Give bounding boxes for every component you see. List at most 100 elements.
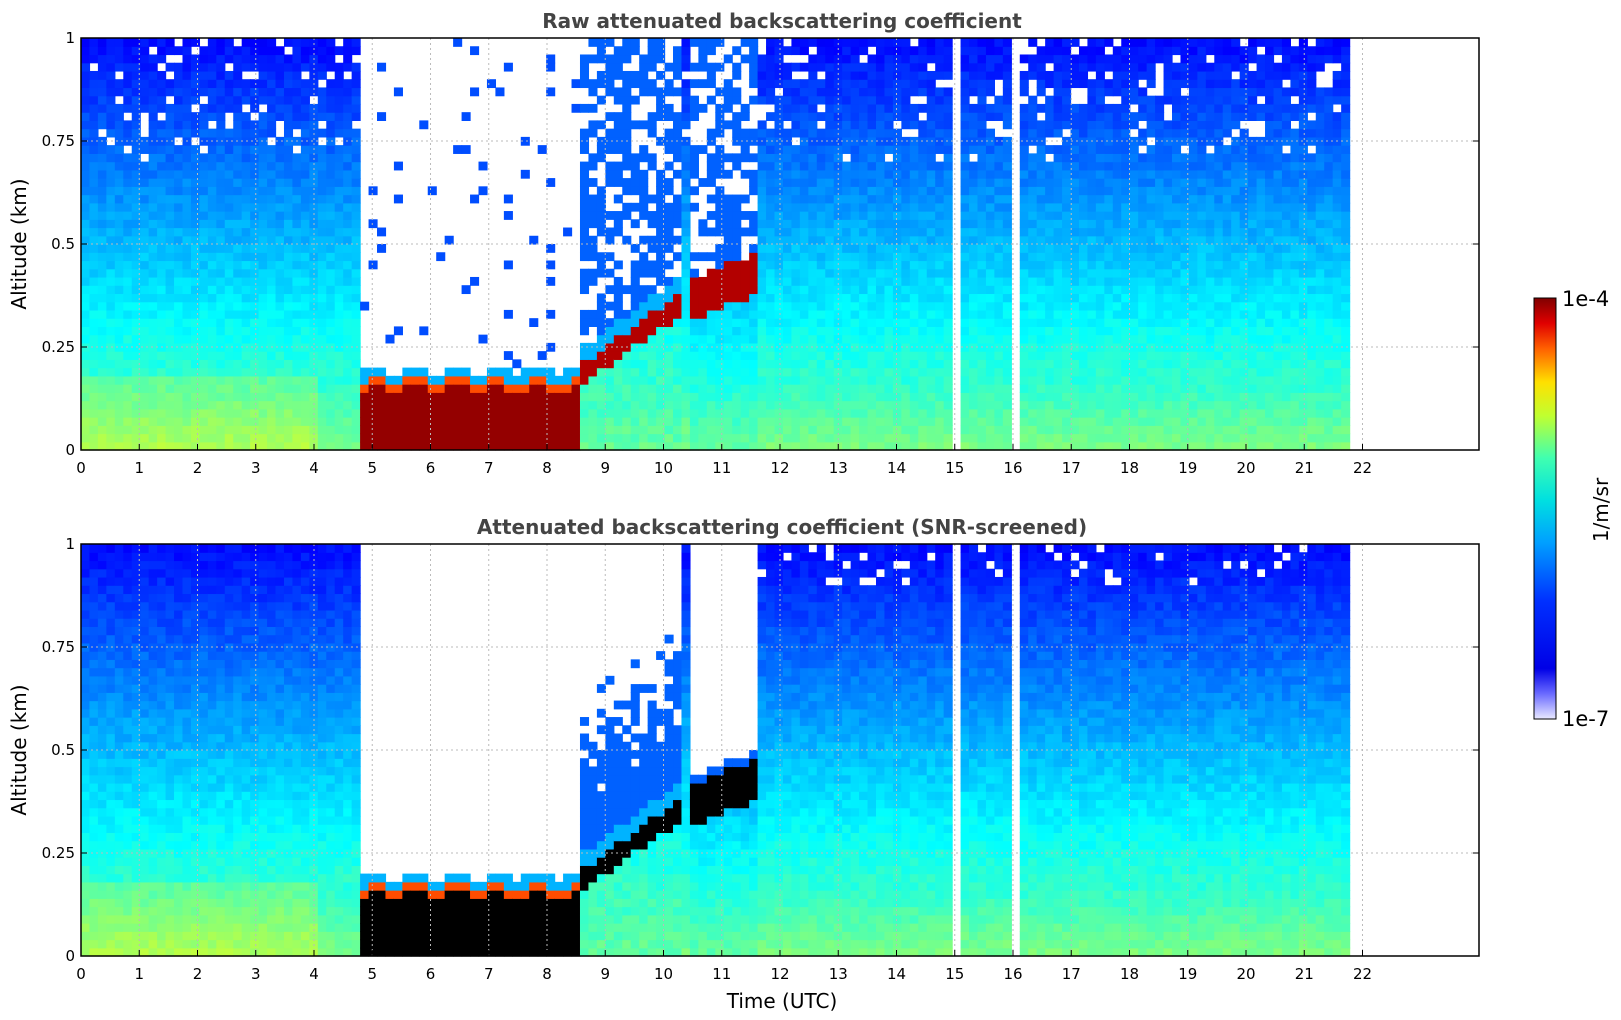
heatmap-cell	[960, 334, 970, 344]
heatmap-cell	[1112, 145, 1122, 154]
heatmap-cell	[1070, 268, 1080, 278]
heatmap-cell	[875, 202, 886, 212]
heatmap-cell	[994, 145, 1004, 154]
heatmap-cell	[165, 318, 175, 327]
heatmap-cell	[605, 169, 615, 179]
heatmap-cell	[1036, 334, 1046, 344]
heatmap-cell	[258, 145, 268, 154]
heatmap-cell	[757, 433, 767, 443]
heatmap-cell	[926, 70, 936, 80]
heatmap-cell	[157, 359, 167, 369]
heatmap-cell	[639, 120, 649, 130]
heatmap-cell	[774, 417, 784, 426]
heatmap-cell	[613, 128, 623, 138]
heatmap-cell	[182, 351, 192, 360]
heatmap-cell	[850, 268, 860, 278]
heatmap-cell	[1163, 161, 1173, 171]
heatmap-cell	[1104, 103, 1114, 113]
heatmap-cell	[757, 318, 767, 327]
heatmap-cell	[715, 194, 725, 204]
heatmap-cell	[1087, 62, 1097, 72]
heatmap-cell	[216, 169, 226, 179]
heatmap-cell	[673, 112, 683, 121]
heatmap-cell	[258, 408, 268, 418]
heatmap-cell	[207, 202, 217, 212]
heatmap-cell	[351, 87, 361, 97]
heatmap-cell	[926, 202, 936, 212]
heatmap-cell	[343, 87, 353, 97]
heatmap-cell	[1019, 301, 1029, 311]
heatmap-cell	[1172, 359, 1182, 369]
heatmap-cell	[470, 392, 480, 402]
heatmap-cell	[1087, 326, 1097, 336]
heatmap-cell	[859, 79, 869, 89]
heatmap-cell	[723, 301, 733, 311]
heatmap-cell	[334, 128, 344, 138]
heatmap-cell	[766, 268, 776, 278]
heatmap-cell	[622, 70, 632, 80]
heatmap-cell	[664, 301, 674, 311]
heatmap-cell	[799, 38, 809, 47]
heatmap-cell	[1045, 375, 1055, 385]
heatmap-cell	[157, 392, 167, 402]
heatmap-cell	[977, 87, 987, 97]
heatmap-cell	[97, 351, 107, 360]
heatmap-cell	[1028, 408, 1038, 418]
heatmap-cell	[165, 219, 175, 229]
heatmap-cell	[1104, 433, 1114, 443]
heatmap-cell	[1028, 112, 1038, 121]
heatmap-cell	[81, 70, 91, 80]
heatmap-cell	[799, 301, 809, 311]
heatmap-cell	[774, 441, 784, 451]
heatmap-cell	[706, 359, 716, 369]
heatmap-cell	[647, 211, 657, 220]
heatmap-cell	[258, 46, 268, 56]
heatmap-cell	[199, 62, 209, 72]
heatmap-cell	[1070, 318, 1080, 327]
heatmap-cell	[148, 112, 158, 121]
heatmap-cell	[216, 276, 226, 286]
heatmap-cell	[1053, 112, 1063, 121]
heatmap-cell	[985, 70, 995, 80]
heatmap-cell	[926, 186, 936, 196]
heatmap-cell	[1053, 400, 1063, 410]
heatmap-cell	[89, 392, 99, 402]
heatmap-cell	[114, 169, 124, 179]
heatmap-cell	[740, 54, 750, 64]
heatmap-cell	[1163, 285, 1173, 295]
heatmap-cell	[774, 145, 784, 154]
heatmap-cell	[723, 309, 733, 319]
heatmap-cell	[1053, 260, 1063, 270]
heatmap-cell	[859, 128, 869, 138]
heatmap-cell	[81, 252, 91, 262]
heatmap-cell	[241, 87, 251, 97]
heatmap-cell	[351, 153, 361, 163]
heatmap-cell	[994, 359, 1004, 369]
heatmap-cell	[943, 95, 953, 105]
heatmap-cell	[596, 268, 606, 278]
heatmap-cell	[842, 95, 852, 105]
heatmap-cell	[250, 351, 260, 360]
heatmap-cell	[656, 260, 666, 270]
heatmap-cell	[334, 103, 344, 113]
heatmap-cell	[723, 194, 733, 204]
heatmap-cell	[926, 87, 936, 97]
heatmap-cell	[681, 433, 691, 443]
heatmap-cell	[436, 384, 446, 393]
heatmap-cell	[207, 326, 217, 336]
heatmap-cell	[859, 153, 869, 163]
heatmap-cell	[1104, 235, 1114, 245]
heatmap-cell	[275, 227, 285, 237]
heatmap-cell	[613, 95, 623, 105]
heatmap-cell	[732, 367, 742, 377]
heatmap-cell	[681, 227, 691, 237]
heatmap-cell	[97, 211, 107, 220]
heatmap-cell	[81, 276, 91, 286]
heatmap-cell	[706, 285, 716, 295]
heatmap-cell	[969, 103, 979, 113]
heatmap-cell	[622, 38, 632, 47]
heatmap-cell	[174, 252, 184, 262]
heatmap-cell	[647, 301, 657, 311]
heatmap-cell	[537, 425, 547, 435]
heatmap-cell	[1163, 293, 1173, 303]
